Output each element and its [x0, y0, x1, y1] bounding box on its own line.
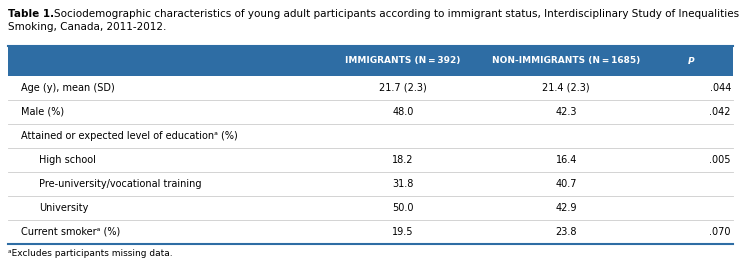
Text: 23.8: 23.8	[556, 227, 577, 237]
Text: Table 1.: Table 1.	[8, 9, 54, 19]
Text: Age (y), mean (SD): Age (y), mean (SD)	[21, 83, 114, 93]
Text: .005: .005	[709, 155, 731, 165]
Text: Smoking, Canada, 2011-2012.: Smoking, Canada, 2011-2012.	[8, 22, 167, 32]
Text: 48.0: 48.0	[393, 107, 413, 117]
Text: 16.4: 16.4	[556, 155, 577, 165]
Text: Pre-university/vocational training: Pre-university/vocational training	[39, 179, 202, 189]
Text: IMMIGRANTS (N = 392): IMMIGRANTS (N = 392)	[345, 57, 461, 65]
Text: High school: High school	[39, 155, 96, 165]
Text: 40.7: 40.7	[556, 179, 577, 189]
Text: Current smokerᵃ (%): Current smokerᵃ (%)	[21, 227, 120, 237]
Bar	[8, 46, 733, 76]
Text: Male (%): Male (%)	[21, 107, 64, 117]
Text: 18.2: 18.2	[393, 155, 414, 165]
Text: 31.8: 31.8	[393, 179, 413, 189]
Text: .044: .044	[710, 83, 731, 93]
Text: NON-IMMIGRANTS (N = 1685): NON-IMMIGRANTS (N = 1685)	[492, 57, 640, 65]
Text: .070: .070	[709, 227, 731, 237]
Text: P: P	[688, 57, 694, 65]
Text: 42.3: 42.3	[556, 107, 577, 117]
Text: Attained or expected level of educationᵃ (%): Attained or expected level of educationᵃ…	[21, 131, 237, 141]
Text: 42.9: 42.9	[556, 203, 577, 213]
Text: 21.4 (2.3): 21.4 (2.3)	[542, 83, 590, 93]
Text: 21.7 (2.3): 21.7 (2.3)	[379, 83, 427, 93]
Text: 50.0: 50.0	[393, 203, 414, 213]
Text: Sociodemographic characteristics of young adult participants according to immigr: Sociodemographic characteristics of youn…	[54, 9, 741, 19]
Text: ᵃExcludes participants missing data.: ᵃExcludes participants missing data.	[8, 249, 173, 258]
Text: .042: .042	[709, 107, 731, 117]
Text: 19.5: 19.5	[393, 227, 414, 237]
Text: University: University	[39, 203, 88, 213]
